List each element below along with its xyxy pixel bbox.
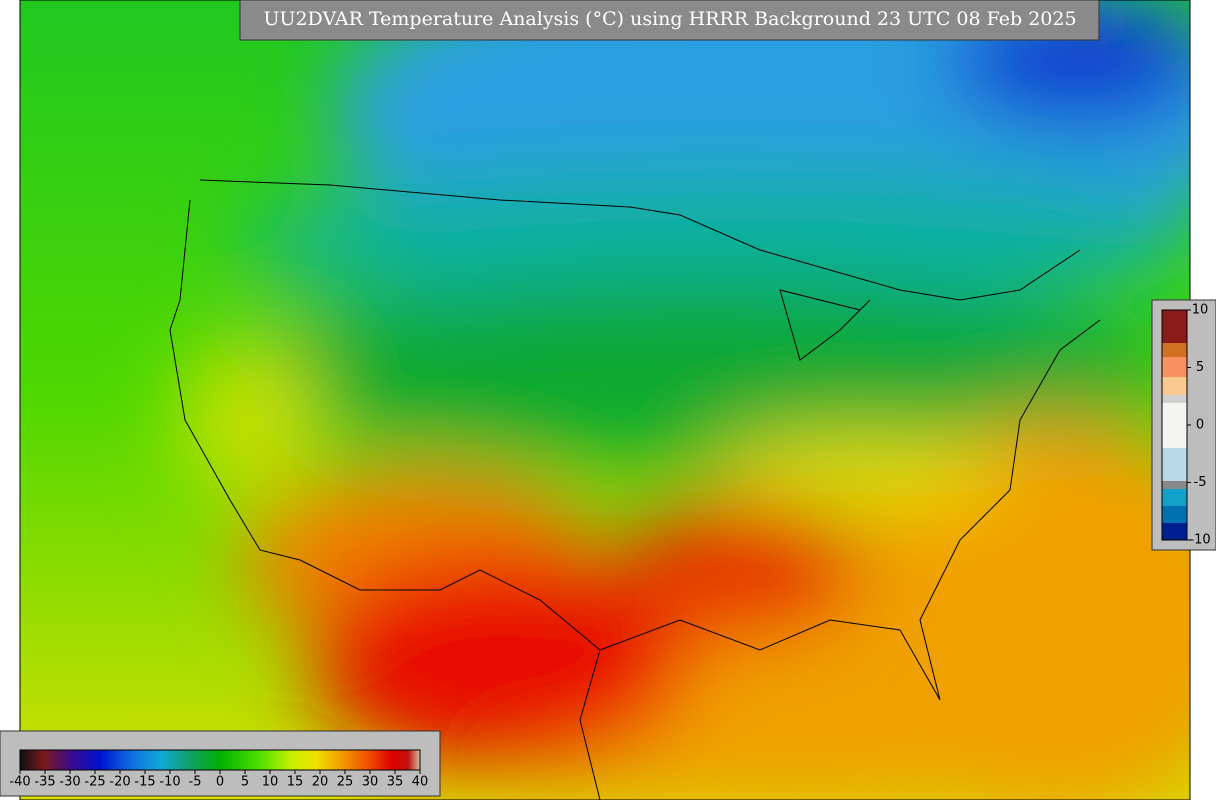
tick-label: -20 [109, 775, 130, 790]
tick-label: -5 [189, 775, 202, 790]
tick-label: 5 [1196, 360, 1204, 375]
temperature-field [20, 0, 1190, 800]
tick-label: 10 [262, 775, 279, 790]
tick-label: 5 [241, 775, 249, 790]
inset-colorbar-ticks: 10 5 0 -5 -10 [1187, 303, 1211, 548]
inset-colorbar [1161, 309, 1188, 541]
colorbar [19, 749, 421, 771]
tick-label: -30 [59, 775, 80, 790]
tick-label: -15 [134, 775, 155, 790]
tick-label: 20 [312, 775, 329, 790]
title: UU2DVAR Temperature Analysis (°C) using … [263, 8, 1076, 30]
tick-label: 40 [412, 775, 429, 790]
tick-label: -10 [1189, 533, 1210, 548]
tick-label: -25 [84, 775, 105, 790]
boundaries [169, 179, 1101, 800]
tick-label: -10 [159, 775, 180, 790]
tick-label: 10 [1192, 303, 1209, 318]
tick-label: -35 [34, 775, 55, 790]
tick-label: -40 [9, 775, 30, 790]
tick-label: 0 [1196, 418, 1204, 433]
tick-label: 0 [216, 775, 224, 790]
colorbar-ticks: -40 -35 -30 -25 -20 -15 -10 -5 0 5 10 15 20 25 30 35 40 [9, 770, 428, 790]
tick-label: 35 [387, 775, 404, 790]
title-box [239, 0, 1100, 41]
tick-label: 30 [362, 775, 379, 790]
tick-label: 25 [337, 775, 354, 790]
tick-label: 15 [287, 775, 304, 790]
tick-label: -5 [1194, 475, 1207, 490]
